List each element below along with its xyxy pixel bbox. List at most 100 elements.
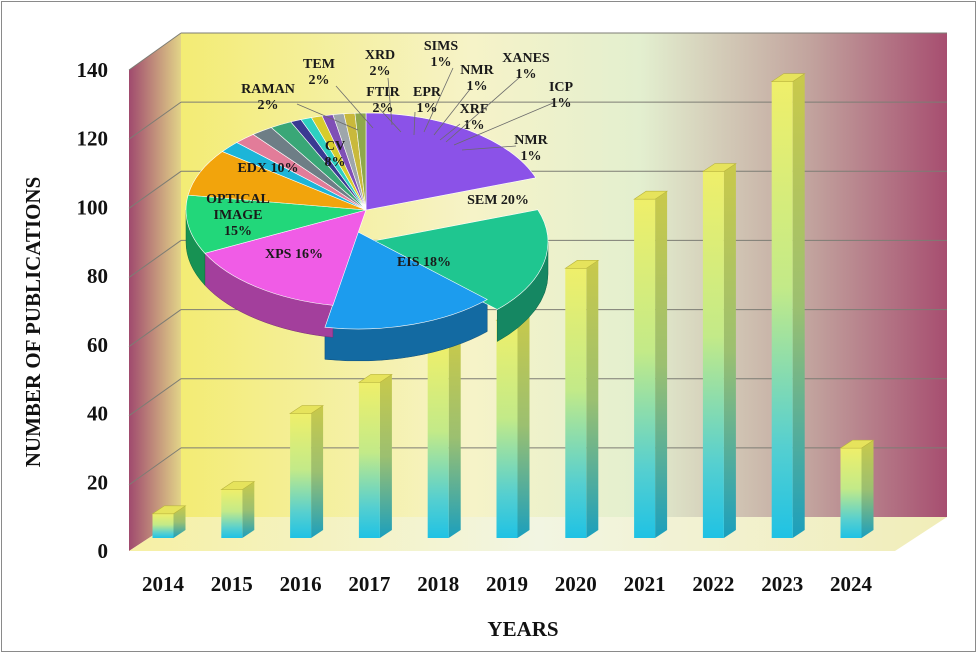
bar-2014 bbox=[151, 505, 187, 538]
gridline-side bbox=[128, 447, 182, 486]
bar-side bbox=[242, 481, 255, 538]
y-tick-label: 0 bbox=[98, 539, 109, 563]
pie-slice-label: NMR 1% bbox=[460, 63, 494, 94]
y-tick-label: 20 bbox=[87, 470, 108, 494]
bar-side bbox=[586, 260, 599, 538]
x-axis-title: YEARS bbox=[487, 617, 558, 641]
x-axis-ticks: 2014 2015 2016 2017 2018 2019 2020 2021 2022 2023… bbox=[142, 572, 873, 596]
pie-slice-label: XANES 1% bbox=[502, 51, 550, 82]
gridline-side bbox=[128, 101, 182, 140]
x-tick-label: 2024 bbox=[830, 572, 873, 596]
pie-slice bbox=[354, 112, 367, 211]
pie-leader-line bbox=[423, 67, 454, 133]
pie-leader-line bbox=[413, 111, 416, 136]
pie-chart bbox=[185, 112, 549, 362]
bar-top bbox=[633, 190, 669, 200]
bar-2021 bbox=[633, 190, 669, 538]
pie-leader-line bbox=[375, 104, 402, 133]
bar-top bbox=[564, 260, 600, 269]
pie-slice-label: EDX 10% bbox=[237, 161, 298, 176]
x-tick-label: 2021 bbox=[624, 572, 666, 596]
plot-floor bbox=[129, 517, 947, 551]
y-tick-label: 100 bbox=[77, 195, 109, 219]
pie-slice bbox=[185, 194, 367, 254]
y-tick-label: 120 bbox=[77, 127, 109, 151]
x-tick-label: 2017 bbox=[348, 572, 390, 596]
bar-side bbox=[517, 312, 530, 538]
pie-slice-label: SIMS 1% bbox=[424, 39, 458, 70]
pie-leader-line bbox=[296, 103, 359, 131]
pie-leader-line bbox=[453, 102, 554, 146]
bar-top bbox=[770, 73, 806, 82]
pie-slice-label: TEM 2% bbox=[303, 57, 335, 88]
pie-slice-label: CV 8% bbox=[325, 139, 346, 170]
pie-slice-label: EIS 18% bbox=[397, 255, 451, 270]
gridline-side bbox=[128, 32, 182, 71]
gridline-side bbox=[128, 309, 182, 347]
bar-front bbox=[702, 171, 724, 539]
gridline-side bbox=[128, 240, 182, 278]
bar-front bbox=[771, 81, 793, 539]
pie-slice-label: XPS 16% bbox=[265, 247, 323, 262]
pie-leader-line bbox=[387, 77, 393, 126]
x-tick-label: 2023 bbox=[761, 572, 803, 596]
pie-leader-line bbox=[461, 145, 517, 151]
bar-top bbox=[289, 405, 325, 414]
x-tick-label: 2019 bbox=[486, 572, 528, 596]
bar-side bbox=[792, 73, 805, 539]
bars bbox=[151, 73, 875, 539]
bar-2023 bbox=[770, 73, 806, 539]
bar-front bbox=[358, 382, 380, 538]
bar-top bbox=[839, 439, 875, 449]
x-tick-label: 2014 bbox=[142, 572, 185, 596]
bar-front bbox=[634, 199, 656, 538]
bar-2024 bbox=[839, 439, 875, 538]
bar-side bbox=[379, 374, 392, 538]
bar-side bbox=[655, 191, 668, 538]
x-tick-label: 2016 bbox=[280, 572, 322, 596]
bar-2016 bbox=[289, 405, 325, 538]
bar-front bbox=[496, 320, 518, 538]
bar-2015 bbox=[220, 481, 256, 538]
pie-leader-line bbox=[335, 85, 374, 129]
x-tick-label: 2018 bbox=[417, 572, 459, 596]
y-axis-ticks: 0 20 40 60 80 100 120 140 bbox=[77, 58, 109, 563]
bar-top bbox=[357, 374, 393, 383]
y-tick-label: 40 bbox=[87, 402, 108, 426]
pie-slice bbox=[204, 209, 367, 306]
y-tick-label: 140 bbox=[77, 58, 109, 82]
x-tick-label: 2020 bbox=[555, 572, 597, 596]
bar-side bbox=[448, 336, 461, 538]
bar-side bbox=[861, 440, 874, 538]
pie-leader-line bbox=[439, 123, 461, 141]
bar-2020 bbox=[564, 260, 600, 538]
pie-slice bbox=[367, 209, 549, 310]
bar-side bbox=[311, 405, 324, 538]
pie-slice-label: SEM 20% bbox=[467, 193, 529, 208]
plot-side-wall bbox=[129, 33, 181, 551]
bar-front bbox=[565, 268, 587, 538]
y-axis-title: NUMBER OF PUBLICATIONS bbox=[21, 177, 45, 468]
pie-labels: SEM 20% EIS 18% XPS 16% OPTICAL IMAGE 15% EDX … bbox=[206, 39, 573, 270]
pie-slice bbox=[365, 112, 537, 211]
pie-slice-label: ICP 1% bbox=[549, 80, 574, 111]
y-tick-label: 80 bbox=[87, 264, 108, 288]
pie-slice-label: RAMAN 2% bbox=[241, 82, 295, 113]
x-tick-label: 2022 bbox=[692, 572, 734, 596]
bar-front bbox=[427, 344, 449, 538]
bar-side bbox=[723, 163, 736, 539]
bar-2019 bbox=[495, 311, 531, 538]
pie-slice-label: XRD 2% bbox=[365, 48, 395, 79]
bar-front bbox=[840, 448, 862, 538]
y-tick-label: 60 bbox=[87, 333, 108, 357]
x-tick-label: 2015 bbox=[211, 572, 253, 596]
gridline-side bbox=[128, 170, 182, 209]
pie-slice-label: OPTICAL IMAGE 15% bbox=[206, 192, 270, 239]
bar-side bbox=[173, 505, 186, 538]
bar-top bbox=[151, 505, 187, 515]
pie-slice-label: FTIR 2% bbox=[366, 85, 400, 116]
pie-leader-line bbox=[445, 76, 521, 143]
